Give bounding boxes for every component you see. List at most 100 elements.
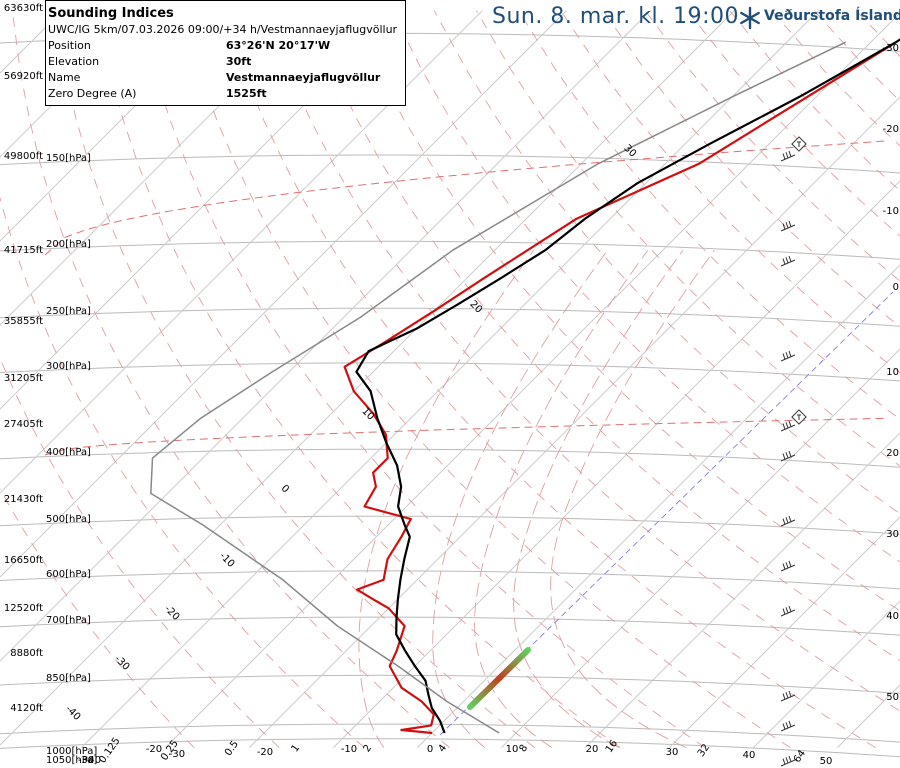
indices-value: 63°26'N 20°17'W: [226, 39, 331, 52]
wind-barb: [780, 150, 796, 162]
altitude-label: 21430ft: [4, 494, 43, 505]
right-axis-label: 40: [886, 611, 899, 622]
bottom-mixing-label: 2: [362, 743, 375, 755]
snowflake-icon: [740, 6, 760, 30]
wind-barb-flag: [788, 515, 792, 522]
isobar-line: [0, 448, 900, 468]
wind-barb-flag: [782, 223, 786, 230]
pressure-label: 500[hPa]: [46, 514, 91, 525]
moist-adiabat: [474, 249, 649, 748]
wind-barb-flag: [785, 517, 789, 524]
dry-adiabat: [0, 196, 365, 748]
altitude-label: 49800ft: [4, 151, 43, 162]
isobar-line: [0, 738, 900, 758]
bottom-mixing-label: 32: [696, 742, 712, 759]
isotherm-line: [753, 600, 900, 748]
indices-value: 1525ft: [226, 87, 267, 100]
wind-barb-flag: [782, 423, 786, 430]
wind-barb-flag: [785, 692, 789, 699]
tropopause-marker: [791, 409, 807, 425]
wind-barb-flag: [785, 722, 789, 729]
isobar-line: [0, 307, 900, 327]
right-axis-label: 10: [886, 367, 899, 378]
isotherm-line: [0, 10, 147, 158]
wind-barb-flag: [788, 605, 792, 612]
wind-barb-flag: [788, 220, 792, 227]
isobar-line: [0, 570, 900, 590]
dry-adiabat: [391, 10, 900, 563]
wind-barb: [780, 605, 796, 617]
indices-row: Name Vestmannaeyjaflugvöllur: [48, 70, 405, 86]
wind-barb: [780, 560, 796, 572]
bottom-temperature-label: -30: [169, 749, 185, 760]
wind-barb-flag: [788, 755, 792, 762]
wind-barb-flag: [785, 757, 789, 764]
moist-adiabat: [432, 249, 608, 748]
wind-barb-flag: [782, 353, 786, 360]
isobar-line: [0, 616, 900, 636]
altitude-label: 16650ft: [4, 555, 43, 566]
isotherm-label: 10: [359, 406, 376, 423]
altitude-label: 27405ft: [4, 419, 43, 430]
indices-row: Zero Degree (A) 1525ft: [48, 86, 405, 102]
series-parcel: [150, 41, 846, 734]
dry-adiabat: [138, 10, 706, 748]
dry-adiabat: [349, 10, 900, 612]
pressure-label: 200[hPa]: [46, 239, 91, 250]
pressure-label: 400[hPa]: [46, 447, 91, 458]
indices-label: Position: [48, 39, 91, 52]
wind-barb-flag: [785, 452, 789, 459]
indices-row: Position 63°26'N 20°17'W: [48, 38, 405, 54]
dry-adiabat: [0, 487, 195, 748]
isotherm-line: [0, 10, 231, 242]
bottom-temperature-label: 50: [820, 756, 833, 767]
dry-adiabat: [518, 10, 900, 420]
wind-barb-flag: [788, 690, 792, 697]
bottom-extra-label: -30: [78, 755, 94, 766]
wind-barb-flag: [788, 150, 792, 157]
wind-barb: [780, 755, 796, 767]
isotherm-line: [0, 10, 735, 746]
right-axis-label: -10: [883, 206, 899, 217]
wind-barb: [780, 420, 796, 432]
wind-barb-flag: [788, 255, 792, 262]
wind-barb-flag: [782, 258, 786, 265]
pressure-label: 1000[hPa]: [46, 746, 97, 757]
wind-barb: [780, 720, 796, 732]
isotherm-label: -10: [217, 551, 236, 570]
isotherm-line: [585, 432, 900, 748]
isotherm-line: [501, 348, 900, 748]
altitude-label: 56920ft: [4, 71, 43, 82]
dry-adiabat: [476, 10, 900, 467]
tropopause-line: [44, 140, 886, 256]
series-layer: [150, 38, 900, 735]
isotherm-label: 0: [279, 483, 291, 495]
pressure-label: 850[hPa]: [46, 673, 91, 684]
wind-barb-flag: [788, 450, 792, 457]
tropopause-line: [44, 417, 886, 456]
wind-barb-flag: [788, 560, 792, 567]
brand-name: Veðurstofa Íslands: [764, 8, 900, 24]
right-axis-label: 50: [886, 692, 899, 703]
wind-barb-flag: [785, 562, 789, 569]
indices-label: Name: [48, 71, 81, 84]
indices-value: Vestmannaeyjaflugvöllur: [226, 71, 381, 84]
wind-barb-flag: [785, 422, 789, 429]
wind-barb: [780, 450, 796, 462]
bottom-extra-label: -40: [85, 755, 101, 766]
wind-barb-layer: [780, 136, 807, 767]
pressure-label: 600[hPa]: [46, 569, 91, 580]
dry-adiabat: [433, 10, 900, 515]
indices-title: Sounding Indices: [48, 6, 174, 21]
bottom-temperature-label: -20: [257, 747, 273, 758]
wind-barb: [780, 220, 796, 232]
pressure-label: 300[hPa]: [46, 361, 91, 372]
bottom-temperature-label: 20: [586, 744, 599, 755]
dry-adiabat: [307, 10, 900, 662]
isotherm-line: [0, 10, 399, 410]
wind-barb-flag: [785, 152, 789, 159]
indices-run: UWC/IG 5km/07.03.2026 09:00/+34 h/Vestma…: [48, 23, 398, 36]
right-axis-label: -20: [883, 124, 899, 135]
pressure-label: 1050[hPa]: [46, 755, 97, 766]
